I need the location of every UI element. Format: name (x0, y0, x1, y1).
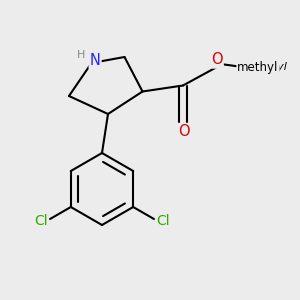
Text: Cl: Cl (34, 214, 48, 228)
Text: methyl: methyl (249, 62, 288, 73)
Text: O: O (211, 52, 223, 68)
Text: N: N (90, 53, 101, 68)
Text: methyl: methyl (237, 61, 279, 74)
Text: H: H (77, 50, 85, 61)
Text: Cl: Cl (156, 214, 170, 228)
Text: O: O (178, 124, 190, 139)
